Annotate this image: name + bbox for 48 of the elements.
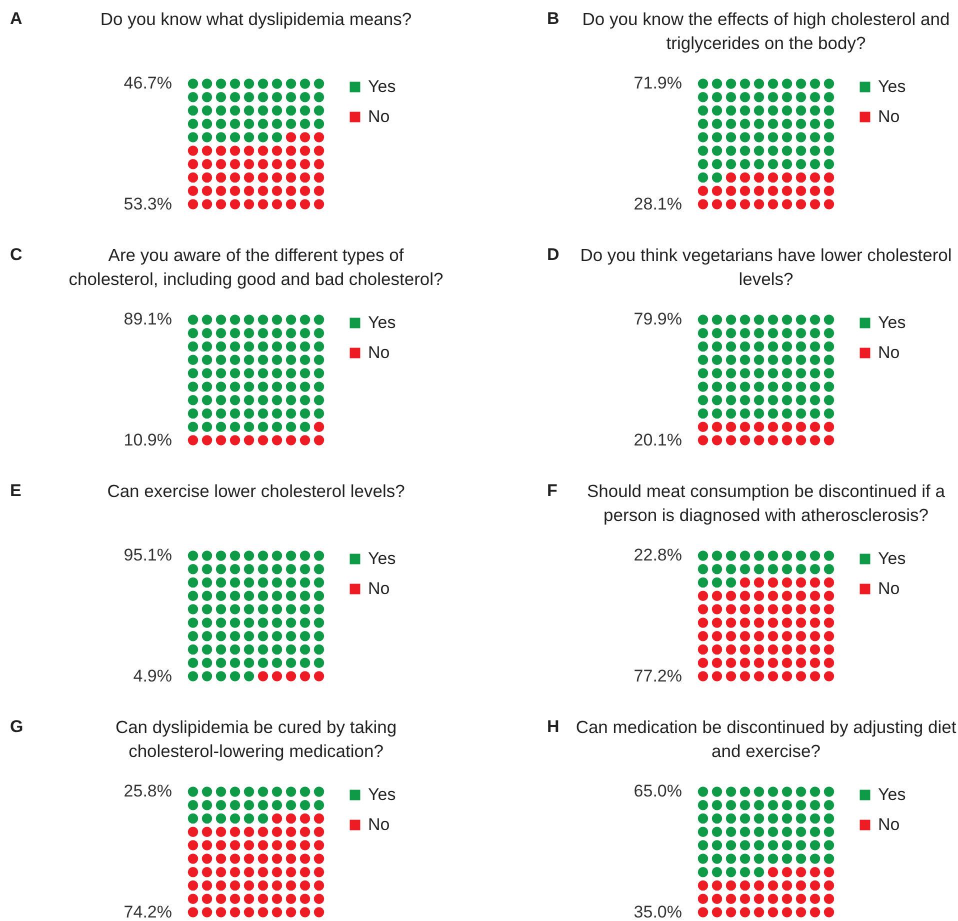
data-label: 74.2% bbox=[124, 902, 172, 921]
data-label: 25.8% bbox=[124, 782, 172, 801]
data-label: 65.0% bbox=[634, 782, 682, 801]
text: Do you think vegetarians have lower cholesterol levels? bbox=[580, 245, 952, 289]
category-label: No bbox=[368, 579, 390, 598]
text: Do you know what dyslipidemia means? bbox=[100, 9, 412, 29]
category-label: Yes bbox=[368, 77, 396, 96]
text: Can exercise lower cholesterol levels? bbox=[107, 481, 406, 501]
text: G bbox=[10, 717, 24, 736]
text: H bbox=[547, 717, 560, 736]
data-label: 4.9% bbox=[133, 666, 172, 686]
data-label: 71.9% bbox=[634, 74, 682, 93]
category-label: Yes bbox=[368, 549, 396, 568]
text: B bbox=[547, 9, 560, 28]
data-label: 20.1% bbox=[634, 430, 682, 450]
text: E bbox=[10, 481, 22, 500]
data-label: 95.1% bbox=[124, 546, 172, 565]
data-label: 46.7% bbox=[124, 74, 172, 93]
category-label: Yes bbox=[368, 785, 396, 804]
data-label: 79.9% bbox=[634, 310, 682, 329]
category-label: Yes bbox=[368, 313, 396, 332]
data-label: 35.0% bbox=[634, 902, 682, 921]
category-label: Yes bbox=[878, 785, 906, 804]
data-label: 53.3% bbox=[124, 194, 172, 214]
text: D bbox=[547, 245, 560, 264]
category-label: No bbox=[368, 107, 390, 126]
category-label: No bbox=[368, 343, 390, 362]
text: Can medication be discontinued by adjusting diet and exercise? bbox=[576, 717, 956, 761]
data-label: 22.8% bbox=[634, 546, 682, 565]
text: Can dyslipidemia be cured by taking cholesterol-lowering medication? bbox=[115, 717, 397, 761]
category-label: Yes bbox=[878, 549, 906, 568]
category-label: No bbox=[878, 815, 900, 834]
category-label: No bbox=[368, 815, 390, 834]
text: C bbox=[10, 245, 22, 264]
category-label: Yes bbox=[878, 313, 906, 332]
text: A bbox=[10, 9, 22, 28]
data-label: 89.1% bbox=[124, 310, 172, 329]
category-label: Yes bbox=[878, 77, 906, 96]
data-label: 10.9% bbox=[124, 430, 172, 450]
text: F bbox=[547, 481, 558, 500]
category-label: No bbox=[878, 343, 900, 362]
category-label: No bbox=[878, 579, 900, 598]
data-label: 77.2% bbox=[634, 666, 682, 686]
text: Do you know the effects of high cholesterol and triglycerides on the body? bbox=[582, 9, 950, 53]
data-label: 28.1% bbox=[634, 194, 682, 214]
text: Should meat consumption be discontinued if a person is diagnosed with atherosclerosis? bbox=[586, 481, 946, 525]
category-label: No bbox=[878, 107, 900, 126]
text: Are you aware of the different types of cholesterol, including good and bad cholesterol? bbox=[68, 245, 444, 289]
